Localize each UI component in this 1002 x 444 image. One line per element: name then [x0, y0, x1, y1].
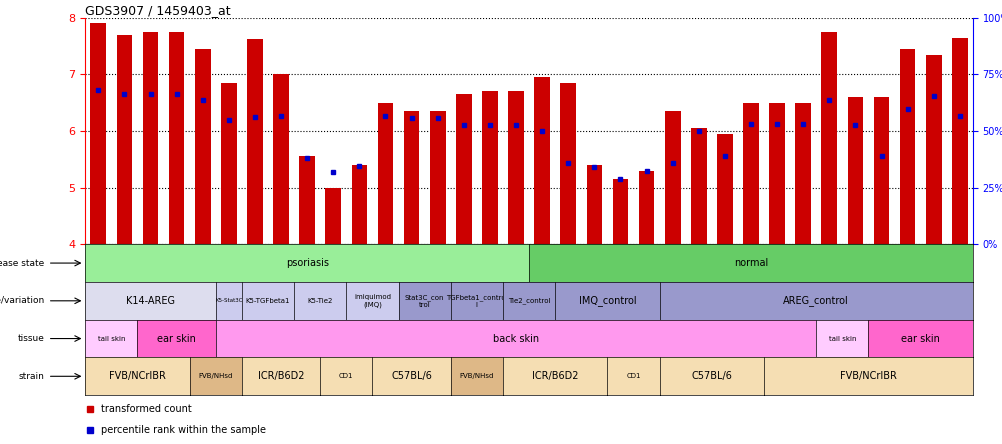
- Text: FVB/NHsd: FVB/NHsd: [459, 373, 494, 379]
- Text: transformed count: transformed count: [101, 404, 191, 414]
- Text: C57BL/6: C57BL/6: [391, 371, 432, 381]
- Bar: [612, 179, 627, 244]
- Text: genotype/variation: genotype/variation: [0, 296, 44, 305]
- Bar: [220, 83, 236, 244]
- Text: normal: normal: [733, 258, 768, 268]
- Bar: [404, 111, 419, 244]
- Bar: [273, 75, 289, 244]
- Text: CD1: CD1: [625, 373, 640, 379]
- Bar: [716, 134, 732, 244]
- Text: disease state: disease state: [0, 258, 44, 268]
- Text: AREG_control: AREG_control: [783, 295, 849, 306]
- Bar: [951, 38, 967, 244]
- Bar: [116, 35, 132, 244]
- Text: ICR/B6D2: ICR/B6D2: [531, 371, 578, 381]
- Bar: [325, 188, 341, 244]
- Text: IMQ_control: IMQ_control: [578, 295, 635, 306]
- Text: K5-Stat3C: K5-Stat3C: [214, 298, 242, 303]
- Bar: [638, 170, 653, 244]
- Bar: [690, 128, 705, 244]
- Text: back skin: back skin: [492, 333, 538, 344]
- Bar: [194, 49, 210, 244]
- Text: psoriasis: psoriasis: [286, 258, 329, 268]
- Text: tissue: tissue: [17, 334, 44, 343]
- Text: TGFbeta1_control
l: TGFbeta1_control l: [446, 294, 507, 308]
- Bar: [246, 39, 263, 244]
- Text: K14-AREG: K14-AREG: [126, 296, 175, 306]
- Bar: [168, 32, 184, 244]
- Bar: [508, 91, 523, 244]
- Text: tail skin: tail skin: [97, 336, 125, 341]
- Bar: [742, 103, 759, 244]
- Bar: [769, 103, 785, 244]
- Text: percentile rank within the sample: percentile rank within the sample: [101, 425, 266, 435]
- Text: ICR/B6D2: ICR/B6D2: [258, 371, 304, 381]
- Text: Stat3C_con
trol: Stat3C_con trol: [405, 294, 444, 308]
- Bar: [821, 32, 837, 244]
- Text: strain: strain: [18, 372, 44, 381]
- Text: Tie2_control: Tie2_control: [507, 297, 550, 304]
- Bar: [534, 77, 549, 244]
- Text: CD1: CD1: [339, 373, 354, 379]
- Bar: [482, 91, 497, 244]
- Text: FVB/NHsd: FVB/NHsd: [198, 373, 232, 379]
- Bar: [90, 24, 106, 244]
- Bar: [456, 94, 471, 244]
- Bar: [560, 83, 575, 244]
- Text: ear skin: ear skin: [157, 333, 195, 344]
- Bar: [664, 111, 679, 244]
- Text: FVB/NCrIBR: FVB/NCrIBR: [109, 371, 165, 381]
- Bar: [142, 32, 158, 244]
- Text: FVB/NCrIBR: FVB/NCrIBR: [840, 371, 896, 381]
- Text: C57BL/6: C57BL/6: [690, 371, 731, 381]
- Text: tail skin: tail skin: [828, 336, 856, 341]
- Bar: [586, 165, 601, 244]
- Bar: [795, 103, 811, 244]
- Bar: [299, 156, 315, 244]
- Bar: [925, 55, 941, 244]
- Text: ear skin: ear skin: [901, 333, 939, 344]
- Text: K5-TGFbeta1: K5-TGFbeta1: [245, 298, 290, 304]
- Bar: [378, 103, 393, 244]
- Bar: [351, 165, 367, 244]
- Bar: [899, 49, 915, 244]
- Text: imiquimod
(IMQ): imiquimod (IMQ): [354, 294, 391, 308]
- Bar: [847, 97, 863, 244]
- Text: K5-Tie2: K5-Tie2: [308, 298, 333, 304]
- Bar: [873, 97, 889, 244]
- Text: GDS3907 / 1459403_at: GDS3907 / 1459403_at: [85, 4, 230, 16]
- Bar: [430, 111, 445, 244]
